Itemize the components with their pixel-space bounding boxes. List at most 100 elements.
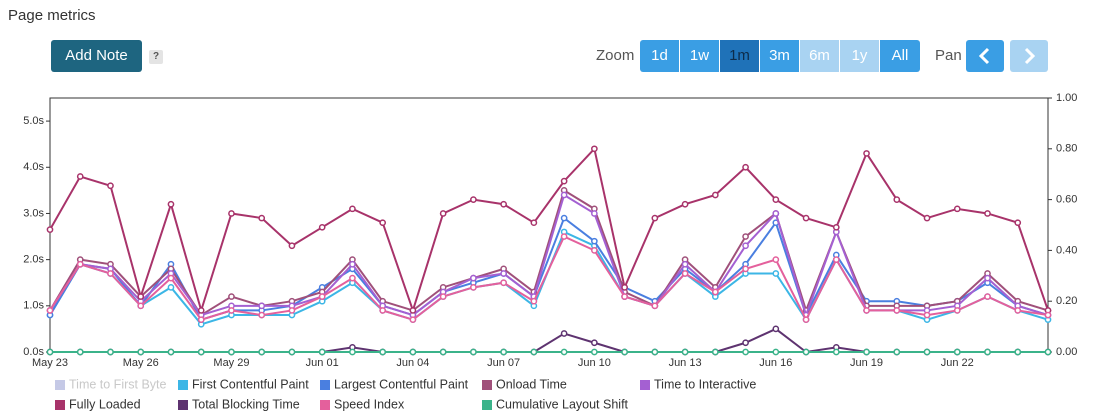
point	[197, 311, 205, 319]
point	[591, 205, 598, 213]
point	[288, 307, 296, 314]
zoom-label: Zoom	[596, 47, 635, 64]
legend-swatch	[55, 380, 65, 390]
point	[288, 302, 296, 310]
point	[953, 307, 961, 314]
point	[500, 200, 507, 208]
point	[439, 288, 447, 296]
arrow-icon	[1024, 47, 1036, 65]
point	[802, 316, 810, 324]
point	[1044, 348, 1052, 356]
point	[197, 348, 205, 356]
point	[984, 348, 991, 356]
y-tick-label: 5.0s	[23, 115, 44, 127]
point	[137, 302, 145, 310]
point	[953, 205, 961, 213]
x-tick-label: Jun 01	[306, 357, 339, 369]
point	[409, 348, 417, 356]
point	[1044, 348, 1052, 356]
point	[76, 260, 84, 268]
point	[984, 293, 991, 300]
point	[863, 307, 870, 314]
point	[197, 311, 205, 319]
point	[772, 219, 780, 227]
add-note-button[interactable]: Add Note	[51, 40, 142, 72]
point	[470, 283, 477, 291]
point	[137, 302, 145, 310]
pan-right-button[interactable]	[1010, 40, 1048, 72]
point	[772, 210, 780, 217]
point	[984, 210, 991, 217]
point	[318, 348, 326, 356]
point	[197, 316, 205, 324]
point	[167, 200, 175, 208]
point	[893, 297, 901, 305]
point	[832, 344, 840, 351]
point	[137, 348, 145, 356]
x-tick-label: May 26	[123, 357, 159, 369]
point	[1044, 311, 1052, 319]
x-tick-label: Jun 19	[850, 357, 883, 369]
point	[46, 226, 54, 233]
point	[711, 288, 719, 296]
point	[863, 297, 870, 305]
point	[258, 311, 266, 319]
point	[621, 283, 628, 291]
pan-left-button[interactable]	[966, 40, 1004, 72]
point	[984, 348, 991, 356]
point	[1044, 311, 1052, 319]
point	[379, 348, 387, 356]
point	[651, 302, 659, 310]
point	[802, 348, 810, 356]
legend-swatch	[320, 400, 330, 410]
legend-label: Time to First Byte	[69, 377, 167, 391]
point	[651, 302, 659, 310]
point	[1014, 348, 1022, 356]
point	[742, 265, 749, 273]
help-icon[interactable]: ?	[149, 50, 163, 64]
point	[379, 297, 387, 305]
point	[137, 293, 145, 300]
zoom-button[interactable]: 1m	[720, 40, 760, 72]
point	[318, 288, 326, 296]
point	[288, 297, 296, 305]
legend-swatch	[55, 400, 65, 410]
zoom-button[interactable]: 1d	[640, 40, 680, 72]
zoom-button[interactable]: 3m	[760, 40, 800, 72]
series-line	[50, 327, 1048, 354]
point	[711, 348, 719, 356]
point	[832, 228, 840, 236]
point	[651, 348, 659, 356]
point	[1044, 316, 1052, 324]
point	[923, 316, 931, 324]
series-line	[49, 230, 1049, 326]
zoom-button: 1y	[840, 40, 880, 72]
point	[832, 251, 840, 259]
pan-label: Pan	[935, 47, 962, 64]
point	[651, 214, 659, 222]
point	[772, 256, 780, 263]
point	[318, 297, 326, 305]
point	[621, 348, 628, 356]
x-tick-label: Jun 22	[941, 357, 974, 369]
point	[560, 330, 568, 337]
point	[681, 265, 689, 273]
y-tick-label: 0.0s	[23, 346, 44, 358]
point	[772, 196, 780, 203]
point	[228, 348, 235, 356]
point	[984, 270, 991, 277]
point	[500, 265, 507, 273]
point	[923, 311, 931, 319]
point	[560, 348, 568, 356]
zoom-button[interactable]: 1w	[680, 40, 720, 72]
point	[228, 293, 235, 300]
point	[439, 293, 447, 300]
point	[318, 223, 326, 231]
point	[893, 307, 901, 314]
point	[591, 242, 598, 250]
point	[1044, 307, 1052, 314]
point	[379, 307, 387, 314]
point	[470, 196, 477, 203]
zoom-button[interactable]: All	[880, 40, 920, 72]
